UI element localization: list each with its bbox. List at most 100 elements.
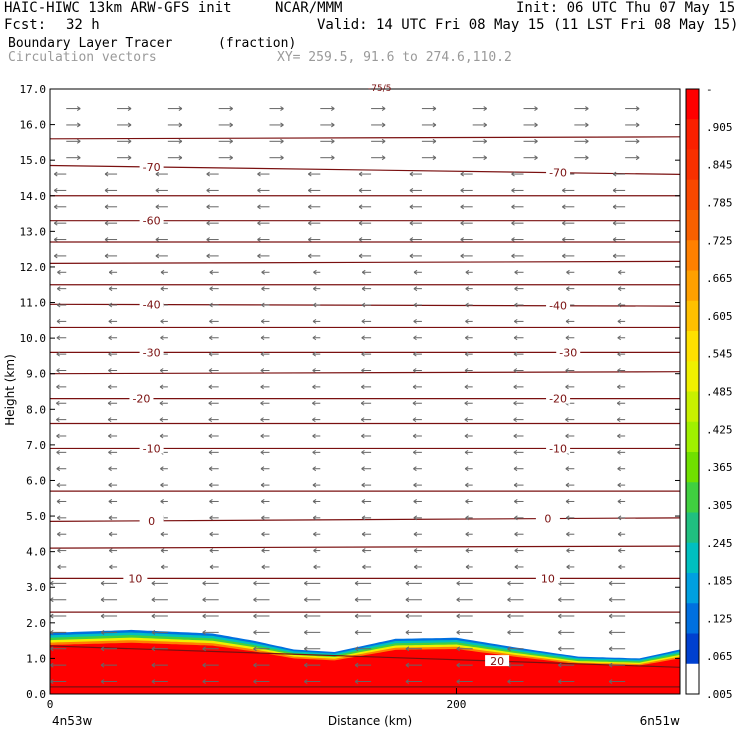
vector-arrow-head xyxy=(206,253,210,259)
contour-line xyxy=(50,645,680,668)
y-tick-label: 13.0 xyxy=(20,225,47,238)
vector-arrow-head xyxy=(257,188,261,193)
vector-arrow-head xyxy=(354,597,359,603)
vector-arrow-head xyxy=(413,335,417,341)
vector-arrow-head xyxy=(511,188,515,193)
vector-arrow-head xyxy=(56,335,61,341)
colorbar-segment xyxy=(686,452,699,483)
vector-arrow-head xyxy=(413,269,418,275)
contour-label-bg xyxy=(535,572,560,584)
vector-arrow-head xyxy=(261,564,266,570)
y-tick-label: 11.0 xyxy=(20,297,47,310)
vector-arrow-head xyxy=(514,286,518,292)
vector-arrow-head xyxy=(206,188,210,193)
vector-arrow-head xyxy=(507,580,511,586)
vector-arrow-head xyxy=(331,138,335,144)
vector-arrow-head xyxy=(312,482,317,488)
y-axis-title: Height (km) xyxy=(3,354,17,425)
contour-label-bg xyxy=(139,442,164,454)
vector-arrow-head xyxy=(358,188,363,193)
vector-arrow-head xyxy=(409,171,414,177)
vector-arrow-head xyxy=(104,204,109,210)
vector-arrow-head xyxy=(76,122,81,128)
vector-arrow-head xyxy=(104,237,109,242)
contour-label: -60 xyxy=(143,215,161,228)
vector-arrow-head xyxy=(456,597,460,603)
vector-arrow-head xyxy=(465,302,469,308)
vector-arrow-head xyxy=(412,433,417,439)
vector-arrow-head xyxy=(53,253,58,259)
vector-arrow-head xyxy=(617,449,621,455)
vector-arrow-head xyxy=(104,188,109,193)
vector-arrow-head xyxy=(127,155,132,161)
colorbar-segment xyxy=(686,119,699,150)
vector-arrow-head xyxy=(209,548,214,553)
vector-arrow-head xyxy=(558,679,562,684)
vector-arrow-head xyxy=(76,106,81,111)
vector-arrow-head xyxy=(312,384,316,390)
vector-arrow-head xyxy=(507,630,511,635)
vector-arrow-head xyxy=(507,679,511,684)
vector-arrow-head xyxy=(465,515,469,521)
vector-arrow-head xyxy=(208,384,213,390)
vector-arrow-head xyxy=(159,400,164,406)
vector-arrow-head xyxy=(57,564,61,570)
vector-arrow-head xyxy=(312,335,317,341)
vector-arrow-head xyxy=(209,302,213,308)
vector-arrow-head xyxy=(253,597,257,603)
vector-arrow-head xyxy=(565,433,569,439)
vector-arrow-head xyxy=(514,564,519,570)
vector-arrow-head xyxy=(155,188,160,193)
colorbar-segment xyxy=(686,421,699,453)
vector-arrow-head xyxy=(562,188,566,193)
vector-arrow-head xyxy=(253,630,257,635)
colorbar-label: .605 xyxy=(706,310,733,323)
vector-arrow-head xyxy=(465,564,470,570)
vector-arrow-head xyxy=(209,482,213,488)
vector-arrow-head xyxy=(280,122,284,128)
vector-arrow-head xyxy=(413,318,417,324)
vector-arrow-head xyxy=(209,335,213,341)
x-tick-label: 0 xyxy=(47,698,54,711)
vector-arrow-head xyxy=(313,269,317,275)
vector-arrow-head xyxy=(565,335,570,341)
contour-line xyxy=(50,545,680,549)
vector-arrow-head xyxy=(412,400,417,406)
vector-arrow-head xyxy=(208,433,213,439)
contour-line xyxy=(50,260,680,264)
y-tick-label: 15.0 xyxy=(20,154,47,167)
y-tick-label: 9.0 xyxy=(26,368,46,381)
vector-arrow-head xyxy=(108,482,112,488)
vector-arrow-head xyxy=(178,155,183,161)
colorbar-segment xyxy=(686,331,699,362)
colorbar-label: .845 xyxy=(706,159,733,172)
vector-arrow-head xyxy=(304,580,308,586)
vector-arrow-head xyxy=(405,646,410,652)
vector-arrow-head xyxy=(412,449,417,455)
colorbar-label: .245 xyxy=(706,537,733,550)
colorbar-label: .665 xyxy=(706,272,733,285)
init-time: Init: 06 UTC Thu 07 May 15 xyxy=(516,0,736,16)
vector-arrow-head xyxy=(208,417,213,423)
colorbar-label: .305 xyxy=(706,499,733,512)
vector-arrow-head xyxy=(76,138,81,144)
vector-arrow-head xyxy=(104,220,109,226)
colorbar-segment xyxy=(686,663,699,695)
vector-arrow-head xyxy=(331,122,335,128)
vector-arrow-head xyxy=(381,122,386,128)
y-tick-label: 3.0 xyxy=(26,581,46,594)
vector-arrow-head xyxy=(464,466,469,472)
vector-arrow-head xyxy=(127,122,132,128)
vector-arrow-head xyxy=(159,433,164,439)
vector-arrow-head xyxy=(202,597,206,603)
vector-arrow-head xyxy=(312,351,317,357)
vector-arrow-head xyxy=(56,499,61,504)
vector-arrow-head xyxy=(460,171,464,177)
vector-arrow-head xyxy=(618,564,622,570)
vector-arrow-head xyxy=(432,106,437,111)
vector-arrow-head xyxy=(260,499,265,504)
vector-arrow-head xyxy=(257,220,261,226)
vector-arrow-head xyxy=(209,286,213,292)
vector-arrow-head xyxy=(381,138,386,144)
vector-arrow-head xyxy=(354,679,359,684)
